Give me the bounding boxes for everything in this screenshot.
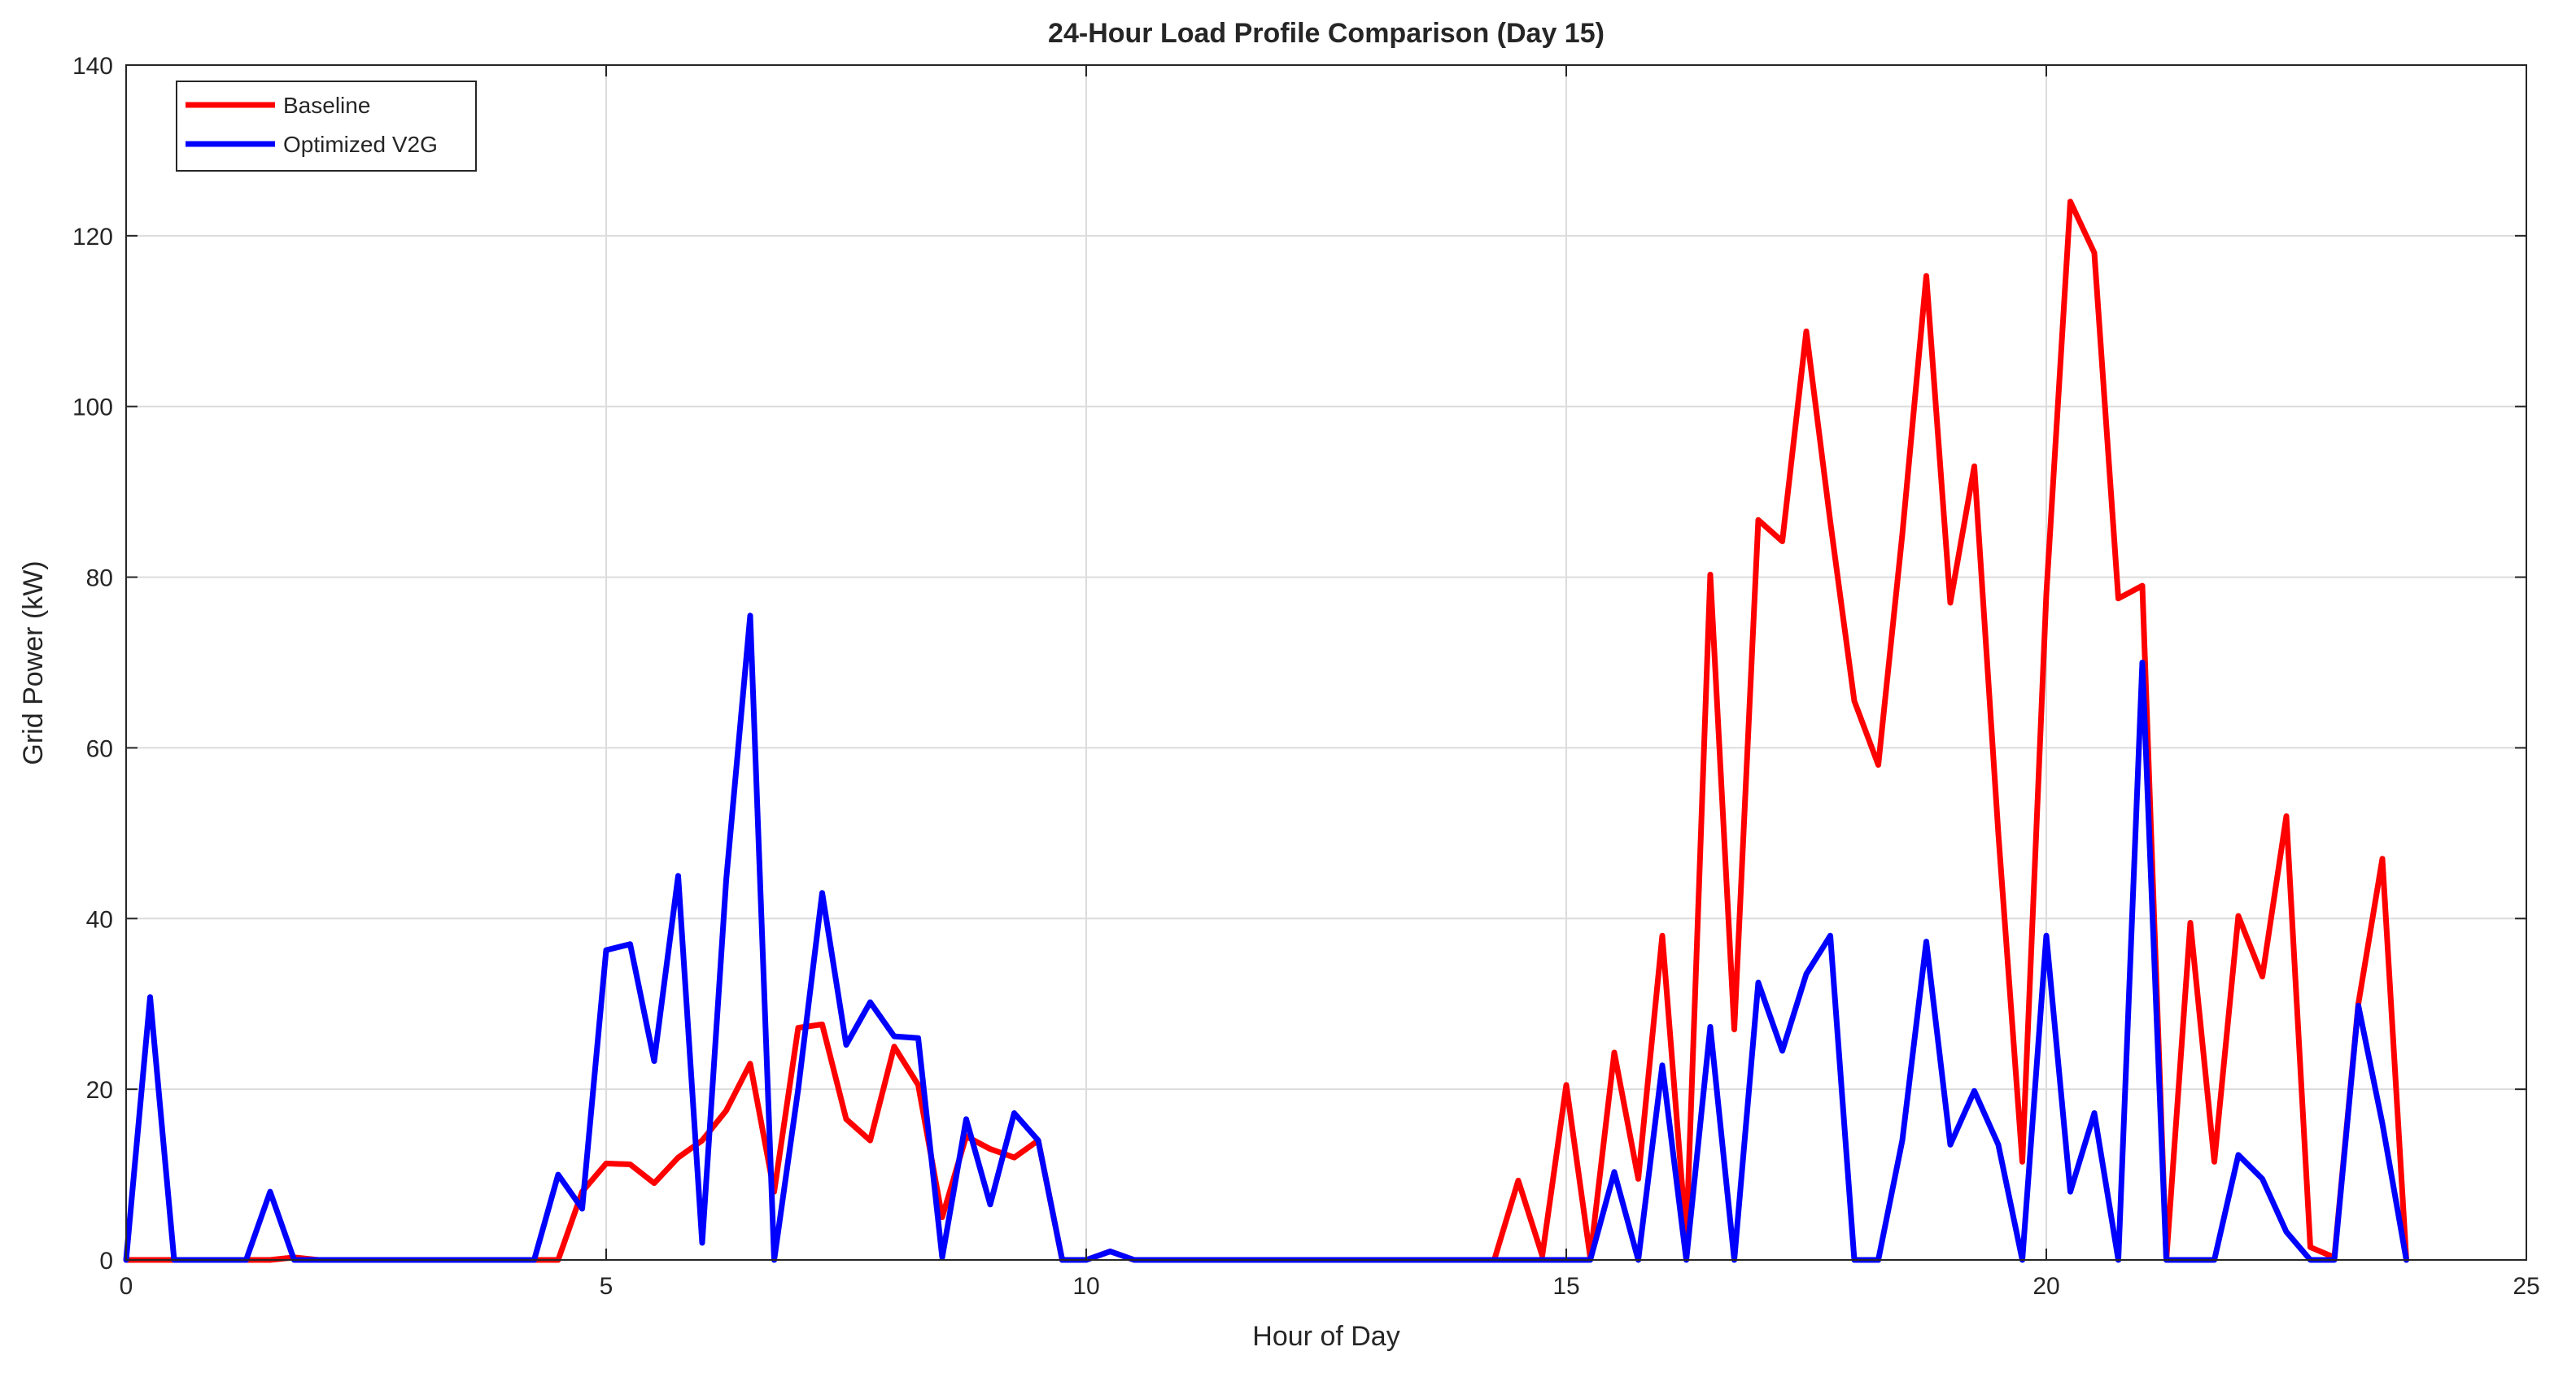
gridlines [126, 65, 2526, 1260]
chart-title: 24-Hour Load Profile Comparison (Day 15) [1048, 18, 1605, 49]
y-tick-label: 120 [72, 224, 113, 251]
x-axis-label: Hour of Day [1252, 1321, 1399, 1352]
y-axis-label: Grid Power (kW) [18, 560, 49, 765]
legend-label-baseline: Baseline [283, 93, 370, 118]
axis-ticks: 0 5 10 15 20 25 0 20 40 60 80 100 120 140 [72, 53, 2540, 1300]
legend-label-optimized: Optimized V2G [283, 132, 438, 157]
x-tick-label: 0 [120, 1273, 133, 1300]
x-tick-label: 20 [2032, 1273, 2059, 1300]
y-tick-label: 0 [99, 1248, 113, 1275]
x-tick-label: 15 [1552, 1273, 1579, 1300]
y-tick-label: 100 [72, 394, 113, 421]
y-tick-label: 60 [86, 735, 113, 762]
x-tick-label: 25 [2513, 1273, 2539, 1300]
y-tick-label: 40 [86, 906, 113, 933]
legend-box [176, 81, 477, 172]
y-tick-label: 80 [86, 565, 113, 592]
x-tick-label: 10 [1072, 1273, 1099, 1300]
x-tick-label: 5 [600, 1273, 613, 1300]
plot-frame [125, 64, 2527, 1261]
legend: Baseline Optimized V2G [176, 81, 477, 172]
plot-area [126, 65, 2526, 1260]
y-tick-label: 20 [86, 1077, 113, 1104]
y-tick-label: 140 [72, 53, 113, 80]
